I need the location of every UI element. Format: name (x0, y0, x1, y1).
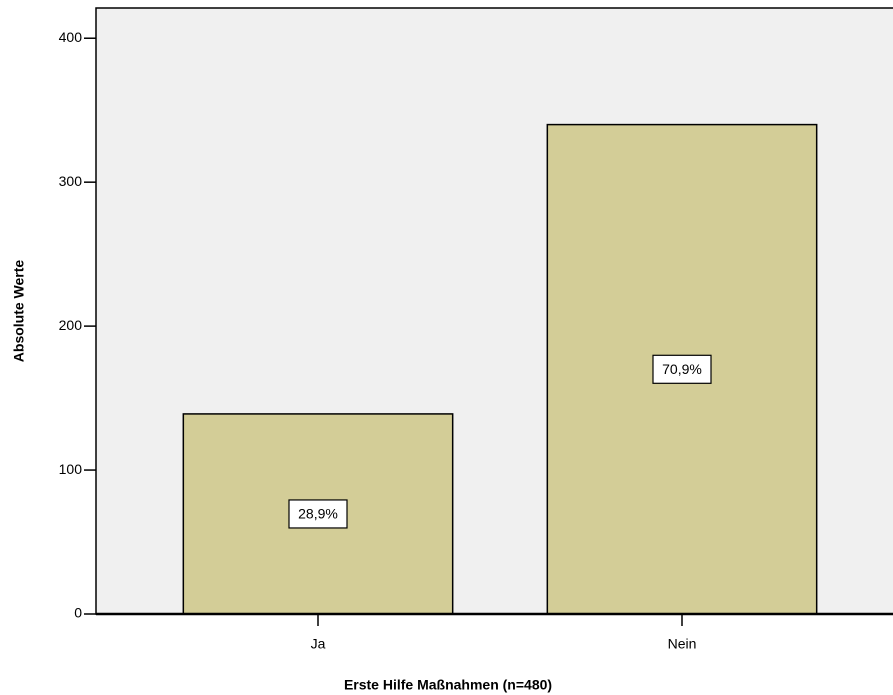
y-tick-label: 300 (59, 173, 83, 189)
value-label-box (652, 354, 712, 384)
x-tick-label: Nein (668, 636, 697, 652)
value-label-box (288, 499, 348, 529)
y-tick-label: 200 (59, 317, 83, 333)
y-tick-label: 0 (74, 605, 82, 621)
x-tick-label: Ja (311, 636, 326, 652)
x-axis-title: Erste Hilfe Maßnahmen (n=480) (344, 677, 552, 693)
y-tick-label: 400 (59, 29, 83, 45)
y-tick-label: 100 (59, 461, 83, 477)
y-axis-title: Absolute Werte (11, 260, 27, 363)
bar (182, 413, 454, 615)
value-label: 28,9% (298, 506, 338, 522)
value-label: 70,9% (662, 361, 702, 377)
